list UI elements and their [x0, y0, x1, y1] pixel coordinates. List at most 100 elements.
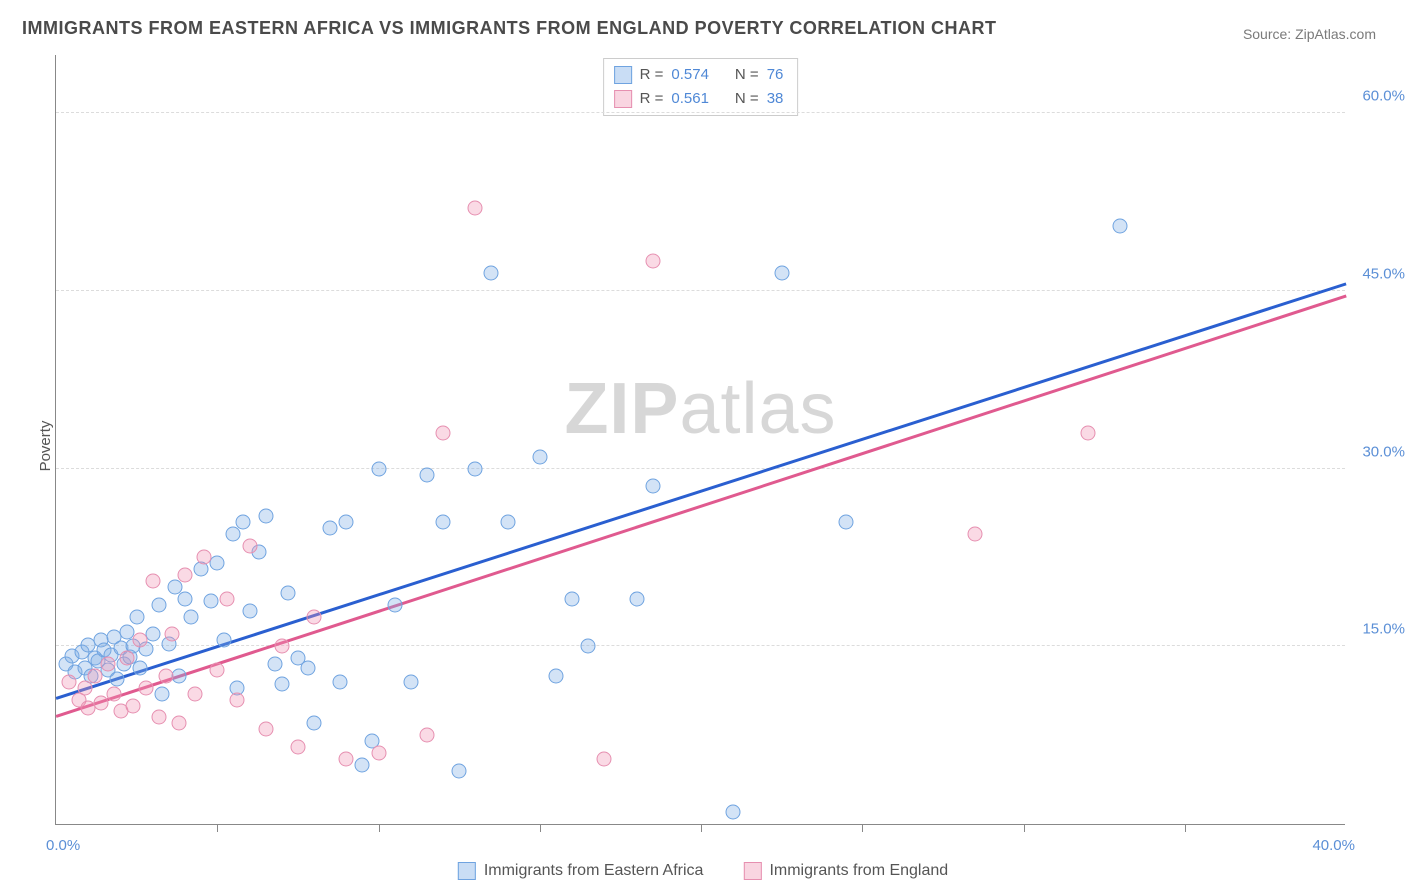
data-point [281, 586, 296, 601]
gridline-h [56, 290, 1345, 291]
gridline-h [56, 468, 1345, 469]
data-point [436, 514, 451, 529]
data-point [500, 514, 515, 529]
data-point [187, 686, 202, 701]
legend-item-eastern-africa: Immigrants from Eastern Africa [458, 862, 704, 880]
data-point [184, 609, 199, 624]
x-axis-min-label: 0.0% [46, 837, 80, 854]
data-point [968, 526, 983, 541]
data-point [419, 467, 434, 482]
data-point [565, 591, 580, 606]
x-tick [862, 824, 863, 832]
watermark: ZIPatlas [564, 368, 836, 450]
data-point [645, 254, 660, 269]
watermark-light: atlas [679, 369, 836, 449]
source-attribution: Source: ZipAtlas.com [1243, 26, 1376, 42]
data-point [203, 594, 218, 609]
data-point [94, 696, 109, 711]
data-point [355, 757, 370, 772]
n-value-blue: 76 [767, 63, 784, 87]
data-point [532, 449, 547, 464]
data-point [152, 597, 167, 612]
data-point [258, 509, 273, 524]
data-point [332, 674, 347, 689]
n-label: N = [735, 63, 759, 87]
data-point [242, 603, 257, 618]
trend-line [56, 294, 1347, 717]
data-point [110, 672, 125, 687]
data-point [645, 479, 660, 494]
x-tick [379, 824, 380, 832]
data-point [100, 657, 115, 672]
r-value-pink: 0.561 [671, 87, 709, 111]
series-legend: Immigrants from Eastern Africa Immigrant… [458, 862, 948, 880]
data-point [371, 461, 386, 476]
data-point [152, 710, 167, 725]
data-point [242, 538, 257, 553]
data-point [323, 520, 338, 535]
data-point [139, 680, 154, 695]
data-point [468, 461, 483, 476]
data-point [87, 668, 102, 683]
data-point [126, 698, 141, 713]
data-point [548, 668, 563, 683]
data-point [236, 514, 251, 529]
data-point [132, 660, 147, 675]
data-point [774, 266, 789, 281]
data-point [129, 609, 144, 624]
data-point [119, 651, 134, 666]
data-point [61, 674, 76, 689]
legend-swatch-pink [614, 90, 632, 108]
y-tick-label: 30.0% [1362, 443, 1405, 460]
data-point [171, 668, 186, 683]
data-point [268, 657, 283, 672]
x-tick [701, 824, 702, 832]
legend-swatch-pink-icon [743, 862, 761, 880]
data-point [155, 686, 170, 701]
legend-row-pink: R = 0.561 N = 38 [614, 87, 784, 111]
scatter-chart: ZIPatlas R = 0.574 N = 76 R = 0.561 N = … [55, 55, 1345, 825]
x-tick [1185, 824, 1186, 832]
r-value-blue: 0.574 [671, 63, 709, 87]
data-point [300, 660, 315, 675]
data-point [274, 677, 289, 692]
x-tick [1024, 824, 1025, 832]
data-point [1081, 426, 1096, 441]
r-label: R = [640, 63, 664, 87]
legend-item-england: Immigrants from England [743, 862, 948, 880]
legend-swatch-blue [614, 66, 632, 84]
data-point [145, 574, 160, 589]
data-point [216, 633, 231, 648]
data-point [339, 514, 354, 529]
data-point [290, 740, 305, 755]
x-axis-max-label: 40.0% [1312, 837, 1355, 854]
legend-swatch-blue-icon [458, 862, 476, 880]
legend-label-blue: Immigrants from Eastern Africa [484, 862, 704, 880]
data-point [171, 716, 186, 731]
data-point [468, 201, 483, 216]
data-point [339, 751, 354, 766]
y-tick-label: 15.0% [1362, 621, 1405, 638]
x-tick [540, 824, 541, 832]
data-point [419, 728, 434, 743]
n-label: N = [735, 87, 759, 111]
gridline-h [56, 112, 1345, 113]
data-point [403, 674, 418, 689]
data-point [484, 266, 499, 281]
y-tick-label: 60.0% [1362, 88, 1405, 105]
data-point [436, 426, 451, 441]
data-point [274, 639, 289, 654]
data-point [210, 556, 225, 571]
data-point [452, 763, 467, 778]
data-point [165, 627, 180, 642]
legend-label-pink: Immigrants from England [769, 862, 948, 880]
watermark-bold: ZIP [564, 369, 679, 449]
y-tick-label: 45.0% [1362, 265, 1405, 282]
y-axis-title: Poverty [37, 421, 54, 472]
n-value-pink: 38 [767, 87, 784, 111]
data-point [839, 514, 854, 529]
data-point [387, 597, 402, 612]
data-point [210, 663, 225, 678]
data-point [158, 668, 173, 683]
r-label: R = [640, 87, 664, 111]
